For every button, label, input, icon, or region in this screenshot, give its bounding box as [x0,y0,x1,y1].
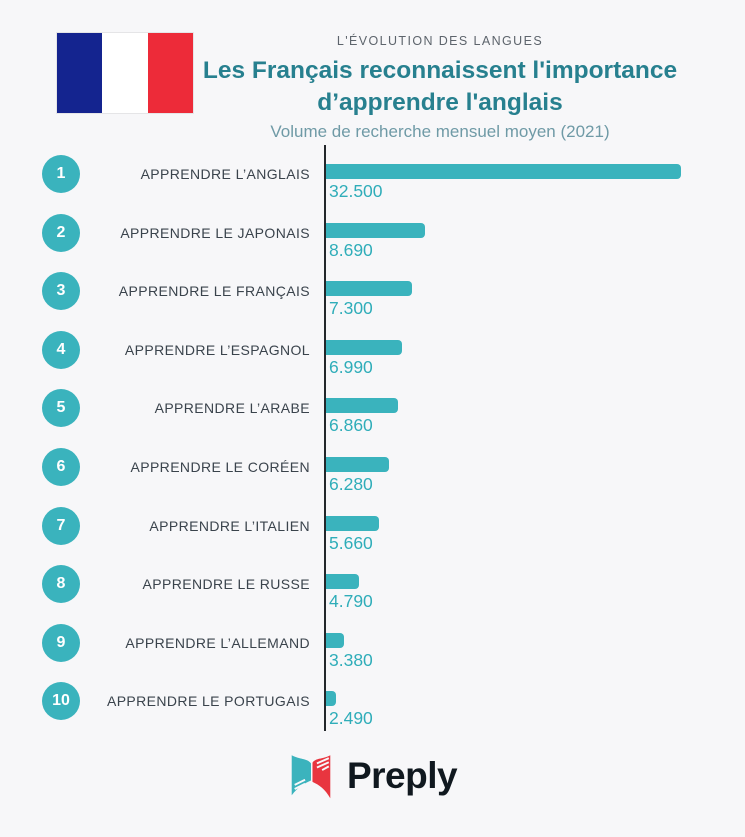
chart-title: Les Français reconnaissent l'importance … [193,55,687,119]
bar-track: 3.380 [324,613,745,673]
bar-track: 6.280 [324,437,745,497]
value-label: 3.380 [329,649,373,670]
brand-wordmark: Preply [346,754,458,796]
bar [326,574,359,590]
rank-badge: 6 [42,447,80,486]
value-label: 6.280 [329,473,373,494]
row-label: APPRENDRE LE JAPONAIS [120,224,310,241]
bar [326,339,402,355]
chart-row: 7 APPRENDRE L’ITALIEN 5.660 [0,496,745,556]
value-label: 8.690 [329,239,373,260]
row-label: APPRENDRE LE CORÉEN [130,458,310,475]
chart-subtitle: Volume de recherche mensuel moyen (2021) [270,121,610,141]
chart-row: 6 APPRENDRE LE CORÉEN 6.280 [0,437,745,497]
value-label: 32.500 [329,181,383,201]
rank-badge: 8 [42,565,80,604]
value-label: 7.300 [329,298,373,319]
bar-track: 7.300 [324,262,745,321]
bar-track: 6.990 [324,320,745,380]
flag-blue-stripe [57,33,103,113]
bar [326,222,426,238]
row-label: APPRENDRE L’ALLEMAND [125,634,310,651]
bar-track: 5.660 [324,496,745,556]
bar-track: 2.490 [324,672,745,731]
row-label: APPRENDRE L’ANGLAIS [140,166,310,182]
france-flag-icon [57,33,193,113]
header: L'ÉVOLUTION DES LANGUES Les Français rec… [0,0,745,145]
row-label: APPRENDRE LE PORTUGAIS [106,693,310,710]
bar-track: 32.500 [324,145,745,204]
bar [326,281,412,297]
bar [326,456,389,472]
value-label: 4.790 [329,591,373,612]
rank-badge: 9 [42,623,80,662]
rank-badge: 2 [42,213,80,252]
row-label: APPRENDRE L’ESPAGNOL [124,341,310,358]
value-label: 2.490 [329,708,373,729]
flag-red-stripe [147,33,193,113]
rank-badge: 7 [42,506,80,545]
footer-brand: Preply [0,747,745,805]
value-label: 6.860 [329,415,373,436]
eyebrow: L'ÉVOLUTION DES LANGUES [336,34,544,48]
bar [326,632,345,648]
header-text: L'ÉVOLUTION DES LANGUES Les Français rec… [193,0,687,142]
chart-row: 10 APPRENDRE LE PORTUGAIS 2.490 [0,672,745,731]
chart-row: 1 APPRENDRE L’ANGLAIS 32.500 [0,145,745,204]
chart-row: 3 APPRENDRE LE FRANÇAIS 7.300 [0,262,745,321]
chart-title-line2: d’apprendre l'anglais [317,88,563,116]
row-label: APPRENDRE LE RUSSE [142,576,310,593]
row-label: APPRENDRE L’ITALIEN [149,517,310,534]
bar-track: 8.690 [324,203,745,263]
rank-badge: 10 [42,682,80,721]
chart-row: 8 APPRENDRE LE RUSSE 4.790 [0,555,745,614]
bar [326,164,681,179]
chart-row: 9 APPRENDRE L’ALLEMAND 3.380 [0,613,745,673]
bar-chart: 1 APPRENDRE L’ANGLAIS 32.500 2 APPRENDRE… [0,145,745,731]
bar [326,515,379,531]
chart-row: 2 APPRENDRE LE JAPONAIS 8.690 [0,203,745,263]
chart-row: 4 APPRENDRE L’ESPAGNOL 6.990 [0,320,745,380]
value-label: 5.660 [329,532,373,553]
bar-track: 4.790 [324,555,745,614]
rank-badge: 1 [42,155,80,193]
bar [326,691,336,707]
preply-logo-icon [291,755,331,799]
row-label: APPRENDRE LE FRANÇAIS [118,283,310,300]
bar [326,398,399,414]
chart-row: 5 APPRENDRE L’ARABE 6.860 [0,379,745,438]
rank-badge: 4 [42,330,80,369]
row-label: APPRENDRE L’ARABE [154,400,310,417]
flag-white-stripe [102,33,148,113]
value-label: 6.990 [329,356,373,377]
rank-badge: 5 [42,389,80,428]
chart-title-line1: Les Français reconnaissent l'importance [202,57,678,84]
bar-track: 6.860 [324,379,745,438]
rank-badge: 3 [42,272,80,311]
